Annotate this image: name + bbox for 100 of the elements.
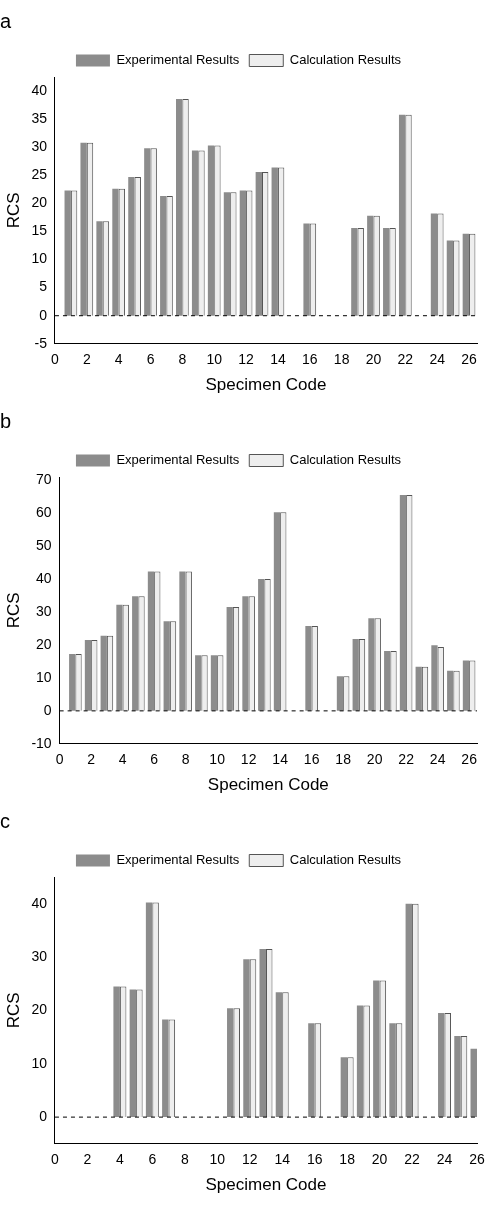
- bar: [112, 188, 119, 316]
- x-tick-label: 24: [436, 1151, 453, 1168]
- bar: [144, 148, 151, 316]
- x-tick-label: 6: [148, 1151, 157, 1168]
- x-tick-label: 24: [429, 751, 446, 768]
- bar: [462, 660, 470, 711]
- bar: [255, 171, 263, 316]
- y-tick-label: 0: [39, 306, 48, 323]
- x-tick-label: 0: [55, 751, 64, 768]
- x-tick-label: 22: [398, 751, 415, 768]
- bar: [367, 215, 374, 316]
- bar: [179, 571, 186, 711]
- bar: [430, 213, 438, 316]
- bar: [462, 233, 470, 316]
- y-tick-label: 40: [31, 81, 48, 98]
- y-tick-label: 25: [31, 166, 48, 183]
- y-tick-label: 30: [31, 947, 48, 964]
- x-tick-label: 26: [461, 751, 478, 768]
- x-tick-label: 20: [371, 1151, 388, 1168]
- bar: [454, 1036, 461, 1118]
- x-axis-title: Specimen Code: [207, 775, 329, 795]
- chart-title: c: [0, 809, 10, 832]
- bar: [405, 903, 413, 1118]
- bar: [415, 666, 422, 711]
- x-tick-label: 6: [150, 751, 159, 768]
- x-axis-title: Specimen Code: [205, 1175, 327, 1195]
- bar: [226, 607, 233, 711]
- bar: [470, 1048, 477, 1118]
- bar: [80, 142, 87, 316]
- bar: [69, 653, 76, 711]
- legend-label: Experimental Results: [116, 452, 240, 468]
- bar: [100, 635, 107, 711]
- bar: [340, 1057, 348, 1118]
- bar: [352, 639, 359, 711]
- x-tick-label: 20: [365, 351, 382, 368]
- y-tick-label: 50: [36, 537, 52, 554]
- chart-title: a: [0, 9, 12, 32]
- y-tick-label: 5: [39, 278, 48, 295]
- bar: [223, 192, 231, 316]
- bar: [336, 676, 344, 711]
- x-tick-label: 16: [306, 1151, 323, 1168]
- bar: [275, 992, 283, 1118]
- bar: [113, 986, 120, 1118]
- bar: [64, 190, 71, 316]
- bar: [116, 604, 123, 711]
- y-tick-label: 35: [31, 109, 48, 126]
- bar: [176, 98, 183, 316]
- bar: [271, 167, 278, 316]
- bar: [431, 645, 438, 711]
- bar: [351, 228, 358, 316]
- y-tick-label: 30: [36, 602, 52, 619]
- x-tick-label: 4: [116, 1151, 124, 1168]
- bar: [163, 621, 170, 711]
- y-tick-label: 10: [31, 1054, 48, 1071]
- y-tick-label: 10: [31, 250, 48, 267]
- x-tick-label: 4: [114, 351, 123, 368]
- bar: [368, 618, 375, 711]
- x-axis-title: Specimen Code: [205, 375, 327, 395]
- y-tick-label: 40: [36, 569, 52, 586]
- bar: [239, 190, 247, 316]
- x-tick-label: 16: [301, 351, 318, 368]
- x-tick-label: 8: [181, 751, 190, 768]
- y-tick-label: 70: [36, 471, 52, 488]
- y-axis-title: RCS: [3, 192, 23, 229]
- y-tick-label: -5: [34, 334, 48, 351]
- legend-label: Calculation Results: [289, 452, 402, 468]
- x-tick-label: 14: [272, 751, 289, 768]
- y-tick-label: 20: [31, 194, 48, 211]
- chart-title: b: [0, 409, 12, 432]
- legend-label: Calculation Results: [289, 52, 402, 68]
- x-tick-label: 12: [241, 1151, 258, 1168]
- x-tick-label: 26: [461, 351, 478, 368]
- bar: [438, 1013, 445, 1118]
- x-tick-label: 14: [274, 1151, 291, 1168]
- bar: [383, 228, 390, 316]
- y-tick-label: 20: [36, 635, 52, 652]
- x-tick-label: 24: [429, 351, 446, 368]
- legend-label: Calculation Results: [289, 852, 402, 868]
- y-tick-label: 20: [31, 1001, 48, 1018]
- bar: [129, 989, 137, 1118]
- x-tick-label: 22: [397, 351, 414, 368]
- x-tick-label: 10: [209, 751, 226, 768]
- bar: [210, 655, 218, 711]
- y-tick-label: -10: [31, 734, 52, 751]
- x-tick-label: 18: [339, 1151, 356, 1168]
- x-tick-label: 8: [180, 1151, 189, 1168]
- x-tick-label: 2: [83, 1151, 92, 1168]
- bar: [303, 223, 310, 316]
- bar: [373, 980, 380, 1118]
- bar: [145, 902, 153, 1118]
- bar: [259, 949, 266, 1118]
- bar: [128, 176, 135, 316]
- x-tick-label: 8: [178, 351, 187, 368]
- x-tick-label: 4: [118, 751, 127, 768]
- bar: [398, 114, 406, 316]
- y-tick-label: 30: [31, 138, 48, 155]
- y-tick-label: 0: [39, 1107, 48, 1124]
- legend-label: Experimental Results: [116, 52, 240, 68]
- y-tick-label: 40: [31, 894, 48, 911]
- bar: [389, 1023, 396, 1118]
